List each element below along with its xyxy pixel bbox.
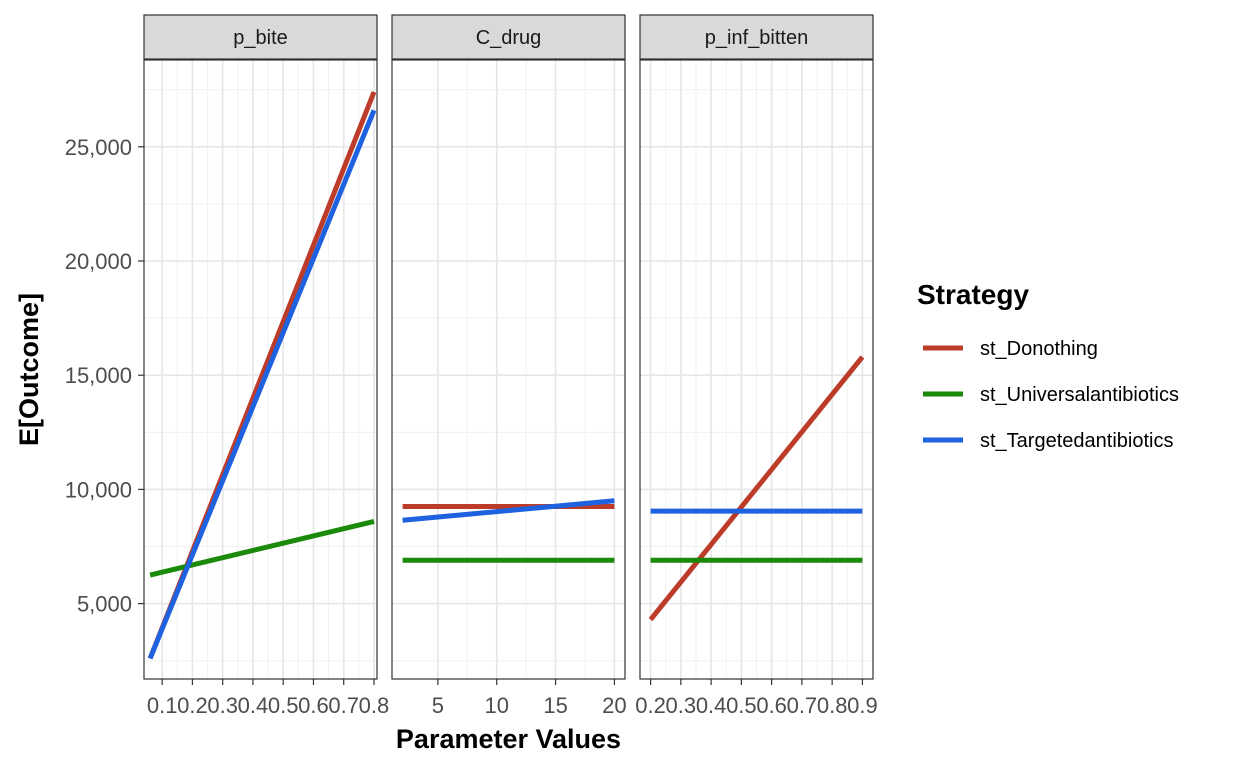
- x-tick-label: 0.3: [666, 693, 697, 718]
- facet-strip: [143, 14, 378, 60]
- y-axis-title: E[Outcome]: [14, 293, 44, 446]
- panel-background: [392, 60, 625, 679]
- x-tick-label: 0.5: [726, 693, 757, 718]
- x-tick-label: 0.5: [268, 693, 299, 718]
- legend-title: Strategy: [917, 279, 1029, 310]
- x-tick-label: 0.6: [756, 693, 787, 718]
- x-axis-title: Parameter Values: [396, 724, 621, 754]
- y-tick-label: 5,000: [77, 592, 132, 617]
- x-tick-label: 0.9: [847, 693, 878, 718]
- x-tick-label: 0.7: [787, 693, 818, 718]
- facet-strip-label: C_drug: [476, 27, 542, 49]
- x-tick-label: 0.2: [635, 693, 666, 718]
- y-tick-label: 25,000: [65, 135, 132, 160]
- x-tick-label: 0.3: [207, 693, 238, 718]
- facet-strip: [391, 14, 626, 60]
- x-tick-label: 10: [484, 693, 508, 718]
- x-tick-label: 0.6: [298, 693, 329, 718]
- facet-strip-label: p_bite: [233, 27, 288, 49]
- y-tick-label: 20,000: [65, 249, 132, 274]
- x-tick-label: 0.8: [359, 693, 390, 718]
- series-line-st_Targetedantibiotics: [402, 498, 615, 523]
- x-tick-label: 0.7: [328, 693, 359, 718]
- x-tick-label: 20: [602, 693, 626, 718]
- y-tick-label: 15,000: [65, 363, 132, 388]
- x-tick-label: 5: [432, 693, 444, 718]
- x-tick-label: 0.4: [238, 693, 269, 718]
- legend-label: st_Targetedantibiotics: [980, 430, 1173, 452]
- series-line-st_Targetedantibiotics: [147, 109, 377, 660]
- legend-label: st_Donothing: [980, 338, 1098, 360]
- x-tick-label: 0.1: [147, 693, 178, 718]
- panel-border: [143, 59, 378, 680]
- panel-border: [639, 59, 874, 680]
- legend-label: st_Universalantibiotics: [980, 384, 1179, 406]
- facet-strip: [639, 14, 874, 60]
- y-tick-label: 10,000: [65, 477, 132, 502]
- x-tick-label: 0.8: [817, 693, 848, 718]
- x-tick-label: 0.2: [177, 693, 208, 718]
- facet-strip-label: p_inf_bitten: [705, 27, 808, 49]
- series-line-st_Donothing: [648, 355, 865, 622]
- panel-border: [391, 59, 626, 680]
- x-tick-label: 15: [543, 693, 567, 718]
- x-tick-label: 0.4: [696, 693, 727, 718]
